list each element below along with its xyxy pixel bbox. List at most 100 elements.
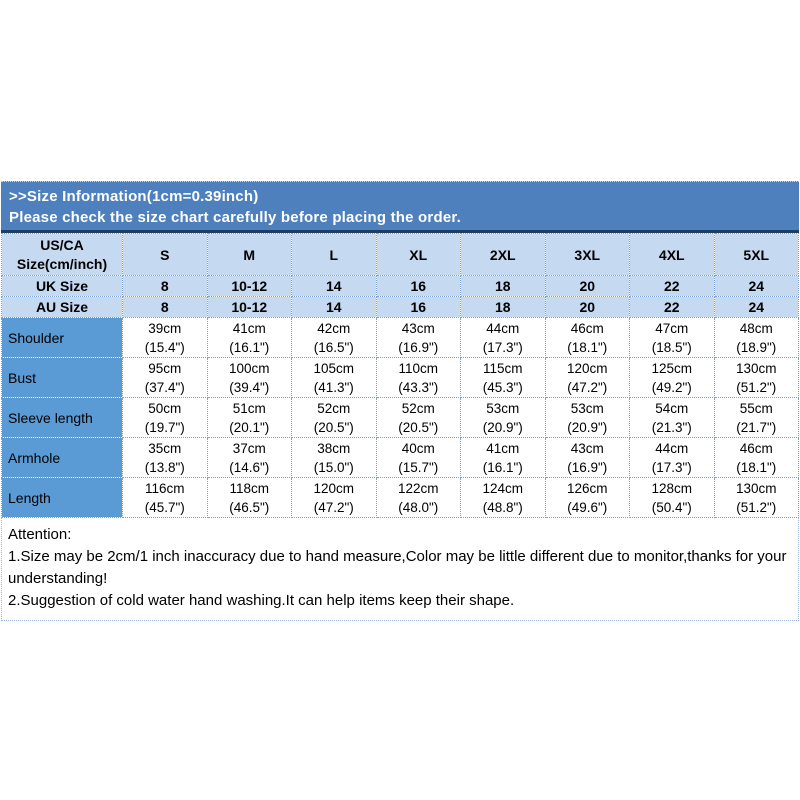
measurement-line: (51.2") bbox=[736, 499, 777, 515]
banner-line2: Please check the size chart carefully be… bbox=[9, 209, 461, 226]
measurement-line: 124cm bbox=[482, 480, 524, 496]
measurement-cell: 54cm (21.3") bbox=[629, 397, 715, 438]
measurement-line: (18.1") bbox=[736, 459, 777, 475]
measurement-cell: 130cm (51.2") bbox=[713, 477, 799, 518]
measurement-line: 126cm bbox=[566, 480, 608, 496]
header-row-label: AU Size bbox=[1, 296, 123, 318]
size-header-cell: XL bbox=[375, 233, 461, 276]
measurement-line: 55cm bbox=[739, 400, 773, 416]
measurement-line: 52cm bbox=[317, 400, 351, 416]
measurement-line: 43cm bbox=[570, 440, 604, 456]
measurement-cell: 105cm (41.3") bbox=[291, 357, 377, 398]
size-header-row: UK Size 8 10-12 14 16 18 20 22 24 bbox=[1, 275, 799, 297]
size-header-cell: 20 bbox=[544, 275, 630, 297]
measurement-row-label: Length bbox=[1, 477, 123, 518]
size-header-cell: S bbox=[122, 233, 208, 276]
measurement-line: (14.6") bbox=[229, 459, 270, 475]
size-header-cell: 24 bbox=[713, 296, 799, 318]
size-header-cell: 16 bbox=[375, 275, 461, 297]
header-label-line: AU Size bbox=[35, 299, 89, 315]
size-table: US/CA Size(cm/inch) S M L XL 2XL 3XL 4XL 5XL UK Si… bbox=[1, 233, 799, 518]
measurement-line: 125cm bbox=[651, 360, 693, 376]
measurement-line: 53cm bbox=[486, 400, 520, 416]
measurement-line: (46.5") bbox=[229, 499, 270, 515]
measurement-line: 41cm bbox=[486, 440, 520, 456]
size-header-cell: M bbox=[206, 233, 292, 276]
measurement-cell: 118cm (46.5") bbox=[206, 477, 292, 518]
measurement-line: (45.7") bbox=[144, 499, 185, 515]
measurement-cell: 115cm (45.3") bbox=[460, 357, 546, 398]
measurement-cell: 37cm (14.6") bbox=[206, 437, 292, 478]
measurement-cell: 39cm (15.4") bbox=[122, 317, 208, 358]
measurement-line: 50cm bbox=[148, 400, 182, 416]
measurement-cell: 50cm (19.7") bbox=[122, 397, 208, 438]
size-header-row: US/CA Size(cm/inch) S M L XL 2XL 3XL 4XL 5XL bbox=[1, 233, 799, 276]
measurement-cell: 124cm (48.8") bbox=[460, 477, 546, 518]
measurement-line: 116cm bbox=[144, 480, 185, 496]
measurement-line: (47.2") bbox=[313, 499, 354, 515]
measurement-line: (37.4") bbox=[144, 379, 185, 395]
measurement-line: (18.9") bbox=[736, 339, 777, 355]
measurement-line: 128cm bbox=[651, 480, 693, 496]
measurement-cell: 52cm (20.5") bbox=[291, 397, 377, 438]
size-header-cell: 14 bbox=[291, 275, 377, 297]
measurement-line: (20.5") bbox=[313, 419, 354, 435]
attention-note-1: 1.Size may be 2cm/1 inch inaccuracy due … bbox=[8, 548, 787, 587]
measurement-row: Bust 95cm (37.4") 100cm (39.4") 105cm (41.3") 1… bbox=[1, 357, 799, 398]
measurement-row-label: Armhole bbox=[1, 437, 123, 478]
measurement-line: (39.4") bbox=[229, 379, 270, 395]
size-header-cell: 18 bbox=[460, 275, 546, 297]
measurement-cell: 95cm (37.4") bbox=[122, 357, 208, 398]
measurement-cell: 43cm (16.9") bbox=[544, 437, 630, 478]
measurement-line: 39cm bbox=[148, 320, 182, 336]
measurement-cell: 40cm (15.7") bbox=[375, 437, 461, 478]
measurement-row: Armhole 35cm (13.8") 37cm (14.6") 38cm (15.0")… bbox=[1, 437, 799, 478]
measurement-line: 43cm bbox=[401, 320, 435, 336]
measurement-line: 115cm bbox=[482, 360, 523, 376]
measurement-cell: 53cm (20.9") bbox=[460, 397, 546, 438]
header-row-label: US/CA Size(cm/inch) bbox=[1, 233, 123, 276]
measurement-line: (50.4") bbox=[651, 499, 692, 515]
banner-line1: >>Size Information(1cm=0.39inch) bbox=[9, 188, 259, 205]
header-label-line: US/CA bbox=[40, 236, 84, 253]
measurement-cell: 48cm (18.9") bbox=[713, 317, 799, 358]
measurement-line: 46cm bbox=[570, 320, 604, 336]
measurement-line: (17.3") bbox=[651, 459, 692, 475]
measurement-row: Sleeve length 50cm (19.7") 51cm (20.1") 52cm (… bbox=[1, 397, 799, 438]
measurement-row-label: Sleeve length bbox=[1, 397, 123, 438]
size-header-cell: L bbox=[291, 233, 377, 276]
size-header-cell: 8 bbox=[122, 275, 208, 297]
measurement-line: 35cm bbox=[148, 440, 182, 456]
measurement-line: (19.7") bbox=[144, 419, 185, 435]
measurement-line: 46cm bbox=[739, 440, 773, 456]
measurement-cell: 55cm (21.7") bbox=[713, 397, 799, 438]
measurement-line: 95cm bbox=[148, 360, 182, 376]
measurement-cell: 130cm (51.2") bbox=[713, 357, 799, 398]
measurement-line: (17.3") bbox=[482, 339, 523, 355]
measurement-line: (43.3") bbox=[398, 379, 439, 395]
measurement-line: 130cm bbox=[735, 480, 777, 496]
measurement-line: (13.8") bbox=[144, 459, 185, 475]
measurement-row: Shoulder 39cm (15.4") 41cm (16.1") 42cm (16.5"… bbox=[1, 317, 799, 358]
measurement-cell: 120cm (47.2") bbox=[291, 477, 377, 518]
measurement-line: 48cm bbox=[739, 320, 773, 336]
size-header-cell: 16 bbox=[375, 296, 461, 318]
measurement-line: (48.0") bbox=[398, 499, 439, 515]
size-header-cell: 10-12 bbox=[206, 275, 292, 297]
measurement-line: (47.2") bbox=[567, 379, 608, 395]
measurement-cell: 43cm (16.9") bbox=[375, 317, 461, 358]
measurement-line: 44cm bbox=[655, 440, 689, 456]
size-header-cell: 10-12 bbox=[206, 296, 292, 318]
attention-note-2: 2.Suggestion of cold water hand washing.… bbox=[8, 592, 515, 609]
measurement-cell: 46cm (18.1") bbox=[713, 437, 799, 478]
measurement-line: 110cm bbox=[398, 360, 439, 376]
measurement-line: (20.5") bbox=[398, 419, 439, 435]
size-header-cell: 2XL bbox=[460, 233, 546, 276]
measurement-line: (21.7") bbox=[736, 419, 777, 435]
measurement-cell: 128cm (50.4") bbox=[629, 477, 715, 518]
measurement-cell: 44cm (17.3") bbox=[460, 317, 546, 358]
measurement-line: (51.2") bbox=[736, 379, 777, 395]
measurement-line: (16.5") bbox=[313, 339, 354, 355]
measurement-line: (48.8") bbox=[482, 499, 523, 515]
